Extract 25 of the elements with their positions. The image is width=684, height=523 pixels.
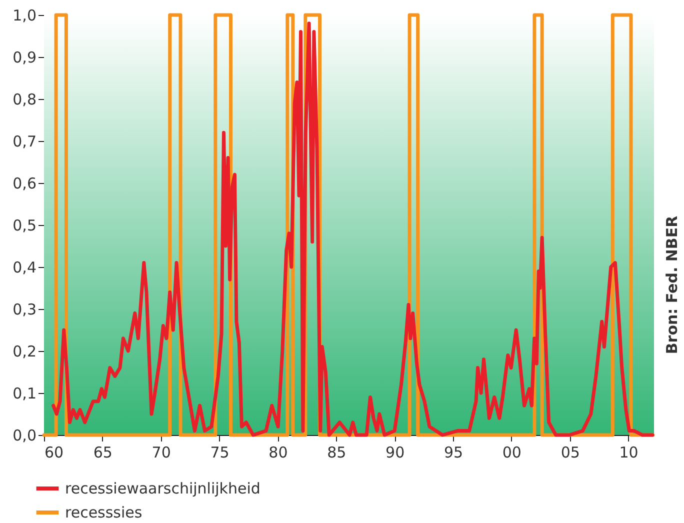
x-tick-label: 00: [502, 444, 522, 462]
y-tick-label: 0,4: [12, 258, 36, 276]
legend-label: recessiewaarschijnlijkheid: [65, 480, 260, 498]
x-tick-label: 90: [386, 444, 405, 462]
x-tick-label: 75: [210, 444, 230, 462]
x-tick-label: 80: [268, 444, 288, 462]
y-tick-label: 0,6: [12, 174, 36, 192]
x-tick-label: 85: [327, 444, 346, 462]
text: Bron: Fed. NBER: [663, 215, 681, 354]
legend-label: recesssies: [65, 504, 142, 522]
y-tick-label: 0,1: [12, 384, 36, 402]
y-tick-label: 0,3: [12, 300, 36, 318]
x-tick-label: 70: [152, 444, 171, 462]
y-tick-label: 0,0: [12, 426, 36, 444]
x-tick-label: 60: [44, 444, 64, 462]
y-tick-label: 0,7: [12, 132, 36, 150]
y-tick-label: 0,2: [12, 342, 36, 360]
y-tick-label: 0,9: [12, 48, 36, 66]
y-tick-label: 0,8: [12, 90, 36, 108]
x-tick-label: 95: [444, 444, 464, 462]
y-tick-label: 1,0: [12, 6, 36, 24]
x-tick-label: 65: [93, 444, 112, 462]
x-tick-label: 10: [619, 444, 638, 462]
x-tick-label: 05: [560, 444, 580, 462]
y-tick-label: 0,5: [12, 216, 36, 234]
